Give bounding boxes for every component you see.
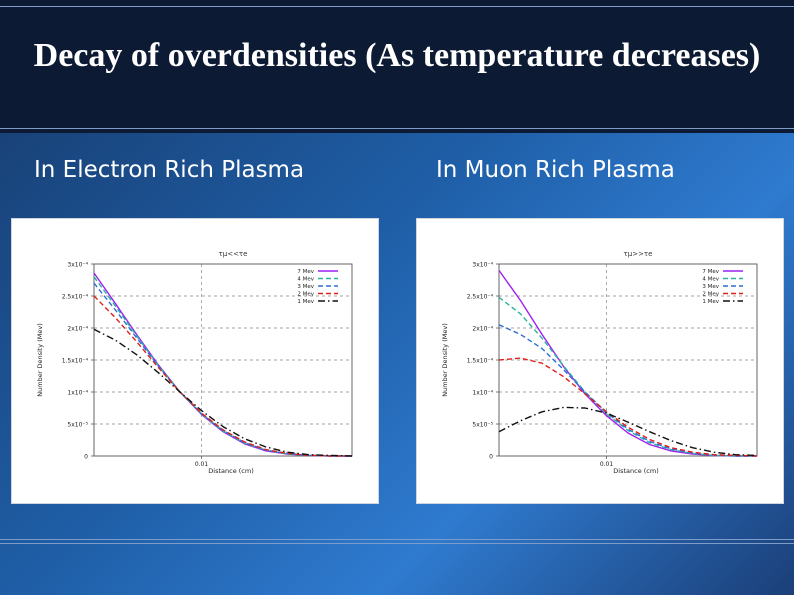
chart-title-1: τμ>>τe [624,250,653,258]
y-axis-label: Number Density (Mev) [36,323,44,396]
legend-label: 3 Mev [702,284,719,290]
slide-header: Decay of overdensities (As temperature d… [0,0,794,133]
muon-rich-chart-svg: τμ>>τe 0 5x10⁻⁵ 1x10⁻⁴ 1.5x10⁻⁴ 2x10⁻⁴ 2.5x10⁻… [441,250,758,475]
slide-title: Decay of overdensities (As temperature d… [33,37,761,74]
y-tick-label: 5x10⁻⁵ [67,422,88,429]
y-tick-label: 2.5x10⁻⁴ [62,294,89,301]
y-tick-label: 1x10⁻⁴ [472,390,493,397]
left-heading: In Electron Rich Plasma [34,157,305,183]
plot-frame [93,263,353,457]
y-tick-label: 0 [84,454,88,461]
legend-label: 7 Mev [297,269,314,275]
series-line-2-mev [498,357,758,457]
electron-rich-chart-svg: τμ<<τe 0 5x10⁻⁵ 1x10⁻⁴ 1.5x10⁻⁴ 2x10⁻⁴ 2.5x10⁻… [36,250,353,475]
y-axis-label: Number Density (Mev) [441,323,449,396]
x-tick-label: 0.01 [600,461,614,468]
muon-rich-chart: τμ>>τe 0 5x10⁻⁵ 1x10⁻⁴ 1.5x10⁻⁴ 2x10⁻⁴ 2.5x10⁻… [416,218,784,504]
legend-label: 7 Mev [702,269,719,275]
header-top-rule [0,6,794,7]
legend-label: 3 Mev [297,284,314,290]
y-tick-label: 3x10⁻⁴ [67,262,88,269]
y-tick-label: 2x10⁻⁴ [67,326,88,333]
y-tick-label: 2.5x10⁻⁴ [467,294,494,301]
legend-label: 2 Mev [297,292,314,298]
x-axis-label: Distance (cm) [208,467,253,475]
series-line-1-mev [498,406,758,457]
y-tick-label: 1.5x10⁻⁴ [62,358,89,365]
y-tick-label: 5x10⁻⁵ [472,422,493,429]
y-tick-label: 0 [489,454,493,461]
series-line-2-mev [93,295,352,457]
electron-rich-chart: τμ<<τe 0 5x10⁻⁵ 1x10⁻⁴ 1.5x10⁻⁴ 2x10⁻⁴ 2.5x10⁻… [11,218,379,504]
series-line-3-mev [498,324,757,457]
legend-label: 4 Mev [702,277,719,283]
y-tick-label: 1.5x10⁻⁴ [467,358,494,365]
series-line-4-mev [498,296,757,457]
legend-label: 1 Mev [297,299,314,305]
x-tick-label: 0.01 [195,461,209,468]
series-line-1-mev [93,328,353,457]
y-tick-label: 1x10⁻⁴ [67,390,88,397]
y-tick-label: 2x10⁻⁴ [472,326,493,333]
y-tick-label: 3x10⁻⁴ [472,262,493,269]
legend-label: 1 Mev [702,299,719,305]
chart-title-0: τμ<<τe [219,250,248,258]
legend-label: 4 Mev [297,277,314,283]
right-heading: In Muon Rich Plasma [436,157,675,183]
legend-label: 2 Mev [702,292,719,298]
bottom-rule-1 [0,539,794,540]
header-bottom-rule [0,128,794,129]
x-axis-label: Distance (cm) [613,467,658,475]
bottom-rule-2 [0,543,794,544]
